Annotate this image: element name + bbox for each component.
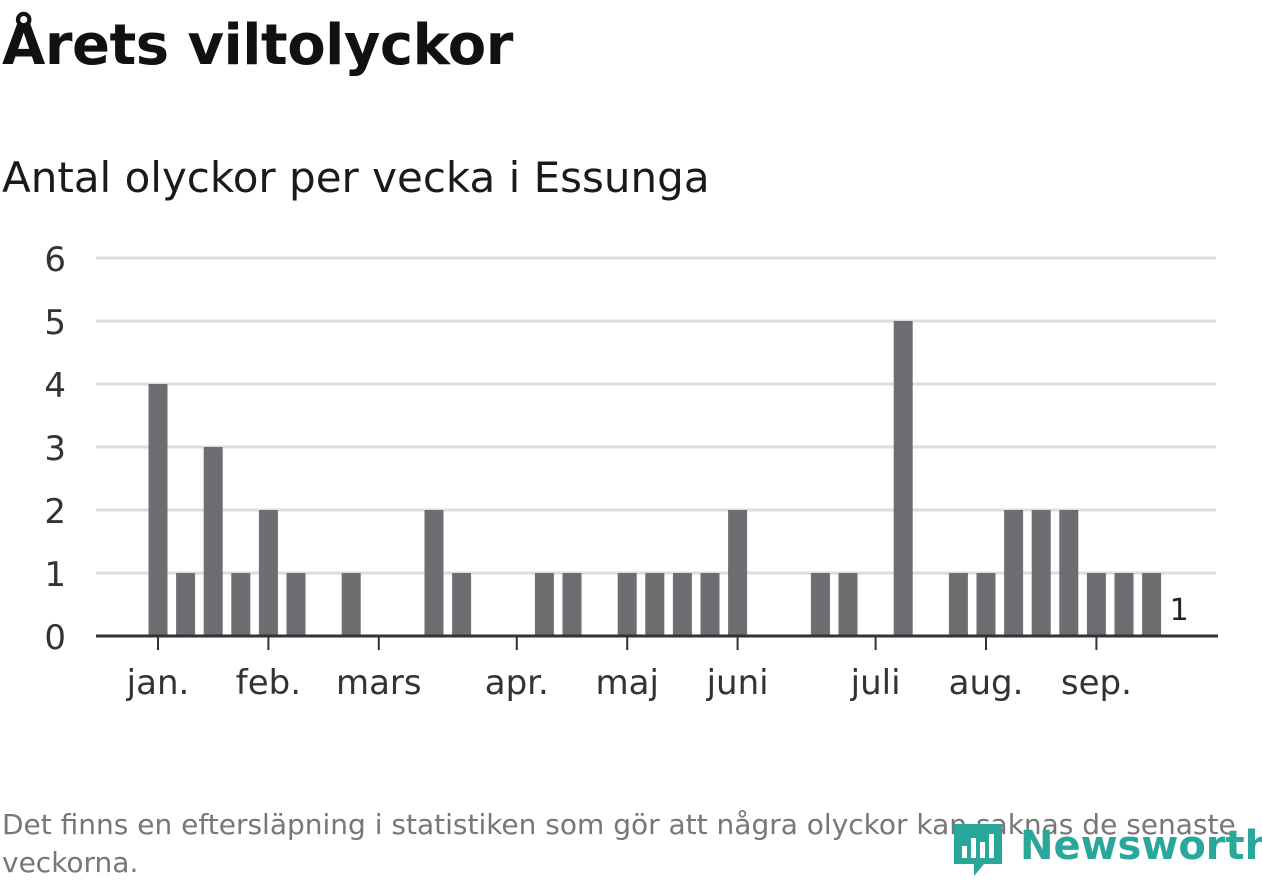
x-tick-label: jan.	[126, 663, 190, 703]
bar	[1059, 510, 1079, 636]
bar	[258, 510, 278, 636]
bar	[148, 384, 168, 636]
bar	[838, 573, 858, 636]
bar	[176, 573, 196, 636]
y-tick-label: 2	[44, 492, 66, 532]
bar	[617, 573, 637, 636]
x-tick-label: sep.	[1061, 663, 1132, 703]
y-axis-ticks: 0 1 2 3 4 5 6	[44, 240, 66, 658]
bar	[645, 573, 665, 636]
bar	[286, 573, 306, 636]
y-tick-label: 1	[44, 555, 66, 595]
bar	[1114, 573, 1134, 636]
logo-icon	[954, 824, 1002, 876]
y-tick-label: 0	[44, 618, 66, 658]
bar	[728, 510, 748, 636]
bar-chart: 0 1 2 3 4 5 6 jan. feb. mars apr. maj juni juli aug. s…	[44, 240, 1218, 703]
chart-title: Årets viltolyckor	[2, 13, 513, 78]
bar	[976, 573, 996, 636]
x-tick-label: mars	[336, 663, 422, 703]
x-tick-label: maj	[595, 663, 658, 703]
y-tick-label: 4	[44, 366, 66, 406]
chart-subtitle: Antal olyckor per vecka i Essunga	[2, 153, 710, 202]
bar	[1142, 573, 1162, 636]
footnote: Det finns en eftersläpning i statistiken…	[2, 808, 1236, 879]
x-tick-label: juli	[850, 663, 901, 703]
bar	[452, 573, 472, 636]
x-tick-label: apr.	[485, 663, 549, 703]
bars	[148, 321, 1162, 636]
bar	[1004, 510, 1024, 636]
data-label: 1	[1170, 593, 1189, 628]
bar	[1086, 573, 1106, 636]
bar	[231, 573, 251, 636]
bar	[893, 321, 913, 636]
bar	[203, 447, 223, 636]
bar	[534, 573, 554, 636]
bar	[810, 573, 830, 636]
bar	[1031, 510, 1051, 636]
y-tick-label: 6	[44, 240, 66, 280]
logo-text: Newsworthy	[1020, 823, 1262, 869]
bar	[948, 573, 968, 636]
x-tick-label: feb.	[236, 663, 301, 703]
bar	[424, 510, 444, 636]
bar	[341, 573, 361, 636]
data-labels: 1	[1170, 593, 1189, 628]
bar	[672, 573, 692, 636]
y-tick-label: 3	[44, 429, 66, 469]
bar	[700, 573, 720, 636]
y-tick-label: 5	[44, 303, 66, 343]
newsworthy-logo: Newsworthy	[950, 818, 1262, 878]
x-tick-label: juni	[706, 663, 769, 703]
x-tick-label: aug.	[949, 663, 1024, 703]
x-axis: jan. feb. mars apr. maj juni juli aug. sep.	[96, 634, 1218, 703]
bar	[562, 573, 582, 636]
